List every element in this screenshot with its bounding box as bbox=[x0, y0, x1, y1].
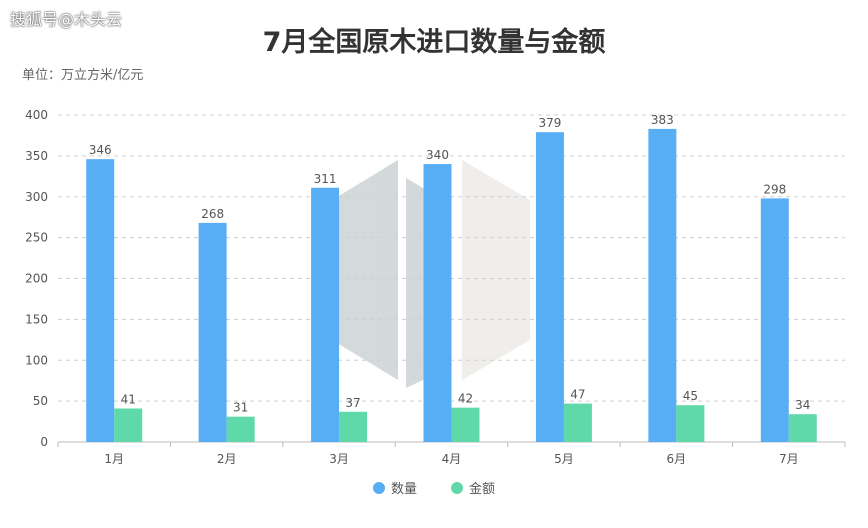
data-label: 42 bbox=[458, 392, 473, 406]
bar-amount[interactable] bbox=[114, 408, 143, 442]
chart-legend: 数量 金额 bbox=[0, 478, 868, 497]
data-label: 311 bbox=[314, 172, 337, 186]
x-tick-label: 5月 bbox=[554, 452, 574, 466]
x-tick-label: 4月 bbox=[442, 452, 462, 466]
bar-amount[interactable] bbox=[563, 403, 592, 442]
bar-amount[interactable] bbox=[339, 411, 368, 442]
y-tick-label: 350 bbox=[25, 149, 48, 163]
legend-swatch-quantity bbox=[372, 481, 385, 494]
y-tick-label: 400 bbox=[25, 108, 48, 122]
data-label: 37 bbox=[345, 396, 360, 410]
bar-quantity[interactable] bbox=[535, 132, 564, 443]
data-label: 47 bbox=[570, 388, 585, 402]
chart-title: 7月全国原木进口数量与金额 bbox=[262, 27, 606, 58]
y-tick-label: 50 bbox=[33, 394, 48, 408]
legend-label-amount: 金额 bbox=[469, 482, 496, 497]
x-tick-label: 1月 bbox=[104, 452, 124, 466]
bar-quantity[interactable] bbox=[198, 222, 227, 442]
bar-amount[interactable] bbox=[226, 416, 255, 442]
unit-label: 单位：万立方米/亿元 bbox=[22, 68, 144, 83]
data-label: 346 bbox=[89, 143, 112, 157]
bar-quantity[interactable] bbox=[648, 128, 677, 442]
bar-quantity[interactable] bbox=[311, 187, 340, 442]
x-tick-label: 3月 bbox=[329, 452, 349, 466]
data-label: 31 bbox=[233, 401, 248, 415]
x-tick-label: 7月 bbox=[779, 452, 799, 466]
y-tick-label: 100 bbox=[25, 353, 48, 367]
watermark-text: 搜狐号@木头云 bbox=[10, 10, 123, 29]
data-label: 268 bbox=[201, 207, 224, 221]
legend-swatch-amount bbox=[451, 481, 463, 494]
data-label: 41 bbox=[121, 392, 136, 406]
legend-item-amount[interactable]: 金额 bbox=[451, 478, 495, 497]
y-tick-label: 250 bbox=[25, 231, 48, 245]
data-label: 340 bbox=[426, 148, 449, 162]
bar-quantity[interactable] bbox=[760, 198, 789, 442]
data-label: 34 bbox=[795, 398, 810, 412]
y-tick-label: 300 bbox=[25, 190, 48, 204]
bar-quantity[interactable] bbox=[86, 159, 115, 442]
x-tick-label: 2月 bbox=[217, 452, 237, 466]
legend-item-quantity[interactable]: 数量 bbox=[372, 478, 417, 497]
legend-label-quantity: 数量 bbox=[390, 482, 417, 497]
data-label: 383 bbox=[651, 113, 674, 127]
data-label: 45 bbox=[683, 389, 698, 403]
bar-quantity[interactable] bbox=[423, 164, 452, 443]
bar-amount[interactable] bbox=[788, 414, 817, 442]
y-tick-label: 150 bbox=[25, 312, 48, 326]
y-tick-label: 200 bbox=[25, 272, 48, 286]
y-tick-label: 0 bbox=[40, 435, 48, 449]
bar-amount[interactable] bbox=[676, 405, 705, 442]
data-label: 379 bbox=[538, 116, 561, 130]
data-label: 298 bbox=[763, 182, 786, 196]
bar-amount[interactable] bbox=[451, 407, 480, 442]
x-tick-label: 6月 bbox=[667, 452, 687, 466]
